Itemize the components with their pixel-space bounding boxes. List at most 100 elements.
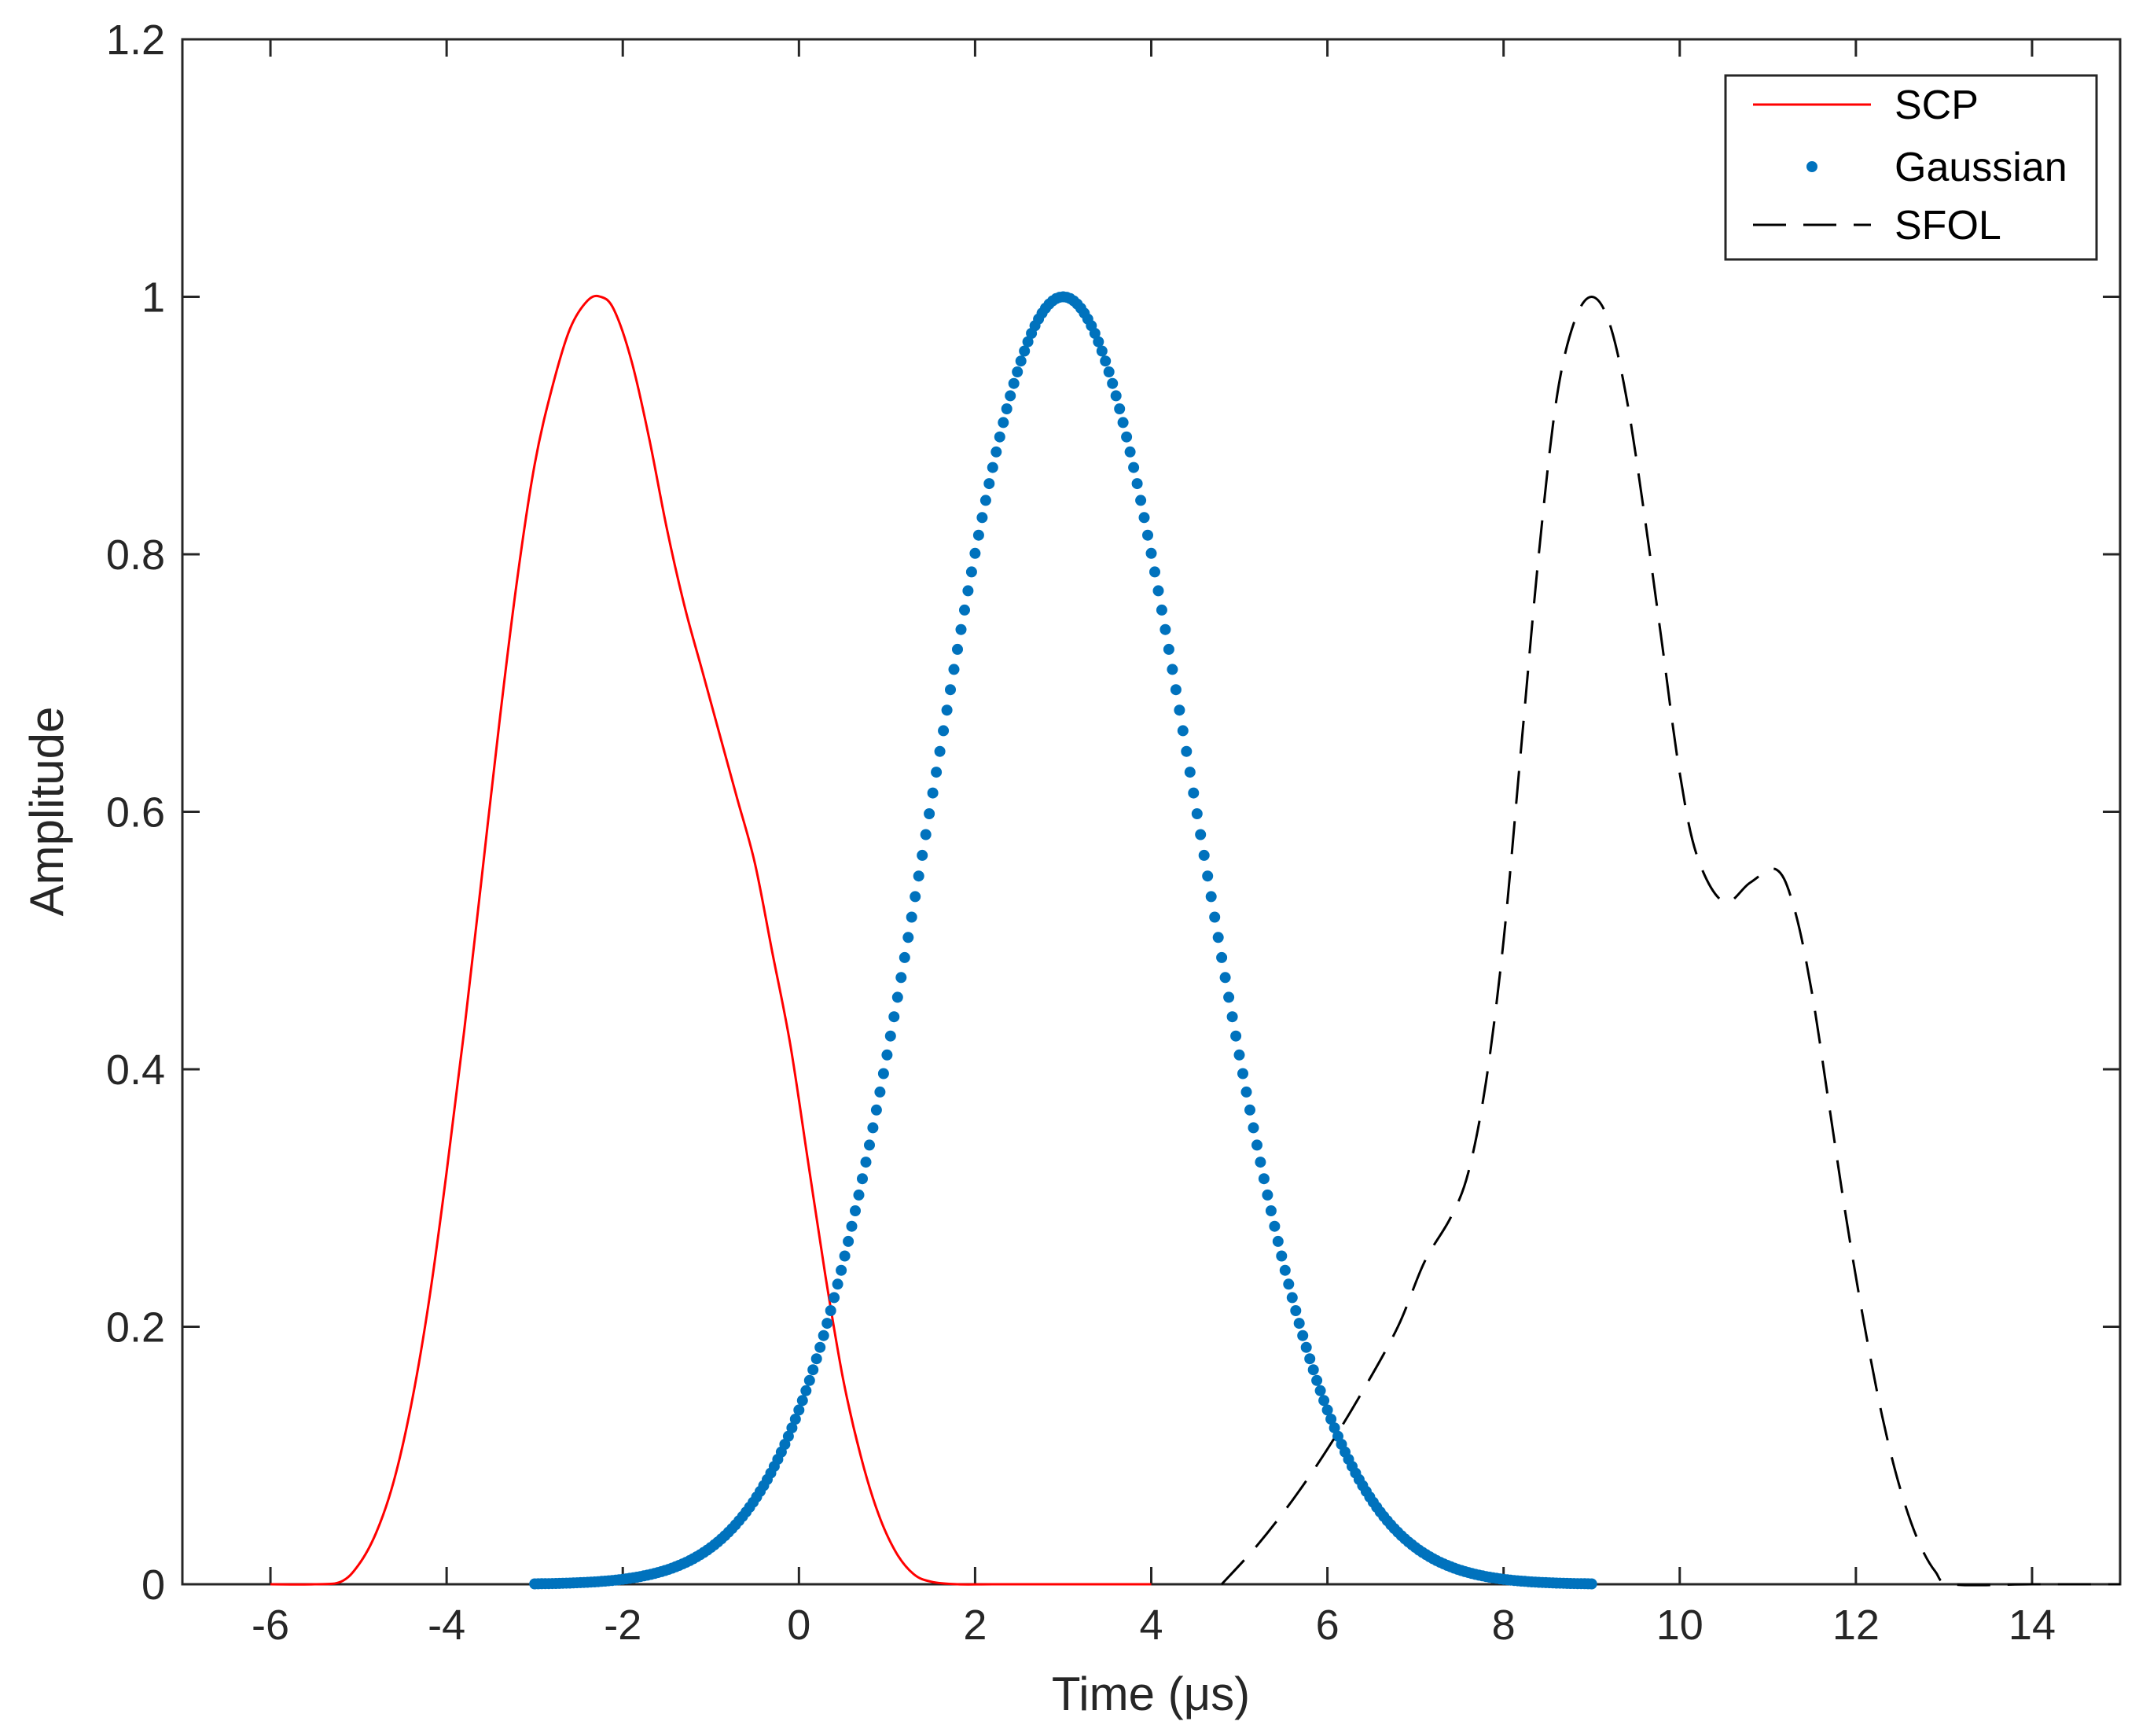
x-tick-label: 14 [2009, 1602, 2056, 1649]
gaussian-point [1272, 1235, 1284, 1247]
gaussian-point [1124, 446, 1136, 458]
gaussian-point [1093, 336, 1104, 348]
gaussian-point [867, 1122, 879, 1134]
gaussian-point [874, 1086, 886, 1098]
gaussian-point [959, 604, 970, 616]
gaussian-point [1015, 355, 1027, 367]
gaussian-point [1311, 1374, 1323, 1386]
gaussian-point [1586, 1578, 1597, 1590]
legend: SCP Gaussian SFOL [1724, 74, 2098, 261]
gaussian-point [1117, 417, 1129, 428]
gaussian-point [877, 1068, 889, 1079]
gaussian-point [836, 1264, 847, 1276]
gaussian-point [941, 704, 953, 716]
gaussian-point [972, 529, 984, 541]
gaussian-point [962, 585, 974, 597]
gaussian-point [1237, 1068, 1248, 1079]
gaussian-point [1290, 1305, 1302, 1316]
gaussian-point [1318, 1395, 1330, 1407]
gaussian-point [927, 787, 939, 799]
gaussian-point [1209, 911, 1221, 923]
gaussian-point [782, 1430, 794, 1442]
gaussian-point [1321, 1404, 1333, 1416]
gaussian-point [1269, 1220, 1281, 1232]
gaussian-point [1114, 403, 1126, 414]
x-axis-label: Time (μs) [1052, 1668, 1250, 1720]
gaussian-point [1107, 377, 1119, 389]
gaussian-point [850, 1205, 861, 1216]
y-tick-label: 0.2 [106, 1304, 165, 1352]
gaussian-point [1149, 566, 1160, 578]
gaussian-point [895, 972, 907, 984]
gaussian-point [1170, 684, 1182, 696]
gaussian-point [1244, 1104, 1255, 1116]
gaussian-point [1248, 1122, 1259, 1134]
gaussian-point [1008, 377, 1020, 389]
gaussian-point [1198, 849, 1210, 861]
gaussian-point [1181, 745, 1193, 757]
gaussian-point [1230, 1030, 1242, 1042]
gaussian-point [920, 829, 932, 840]
x-tick-label: 2 [963, 1602, 987, 1649]
gaussian-point [931, 767, 943, 778]
gaussian-point [1142, 529, 1153, 541]
gaussian-point [983, 478, 995, 490]
gaussian-point [899, 951, 910, 963]
gaussian-point [1265, 1205, 1277, 1216]
gaussian-point [1184, 767, 1196, 778]
gaussian-point [952, 643, 963, 655]
gaussian-point [1100, 355, 1112, 367]
gaussian-point [821, 1318, 833, 1330]
gaussian-point [1152, 585, 1164, 597]
gaussian-point [1001, 403, 1013, 414]
gaussian-point [1255, 1157, 1266, 1168]
gaussian-point [1251, 1139, 1262, 1151]
gaussian-point [1096, 345, 1108, 357]
gaussian-point [1160, 623, 1171, 635]
gaussian-point [818, 1330, 829, 1341]
x-tick-label: -4 [428, 1602, 465, 1649]
gaussian-point [786, 1422, 798, 1434]
plot-area [181, 38, 2122, 1586]
gaussian-point [839, 1250, 851, 1262]
gaussian-point [846, 1220, 858, 1232]
scp-line [270, 294, 1152, 1586]
gaussian-point [1005, 390, 1016, 402]
gaussian-point [1022, 336, 1034, 348]
gaussian-point [800, 1385, 812, 1396]
gaussian-point [1019, 345, 1031, 357]
gaussian-point [1163, 643, 1174, 655]
gaussian-point [976, 512, 988, 524]
gaussian-point [884, 1030, 896, 1042]
gaussian-point [934, 745, 946, 757]
gaussian-point [857, 1173, 868, 1185]
gaussian-point [1279, 1264, 1291, 1276]
gaussian-point [1216, 951, 1228, 963]
gaussian-point [1202, 870, 1214, 882]
gaussian-point [853, 1189, 865, 1201]
gaussian-point [864, 1139, 875, 1151]
gaussian-point [955, 623, 967, 635]
y-tick-label: 0.6 [106, 789, 165, 837]
gaussian-point [1128, 462, 1140, 473]
axis-ticks: -6 -4 -2 0 2 4 6 8 10 12 14 0 0.2 0.4 0.6 0.8 1 1.2 [106, 17, 2120, 1649]
gaussian-point [1286, 1292, 1298, 1304]
gaussian-point [917, 849, 928, 861]
gaussian-point [1212, 932, 1224, 943]
gaussian-point [1110, 390, 1122, 402]
gaussian-point [913, 870, 924, 882]
gaussian-point [1233, 1049, 1245, 1061]
y-tick-label: 0.8 [106, 531, 165, 579]
gaussian-point [825, 1305, 836, 1316]
legend-label-gaussian: Gaussian [1895, 145, 2067, 190]
gaussian-point [1219, 972, 1231, 984]
gaussian-point [1258, 1173, 1270, 1185]
x-tick-label: 10 [1656, 1602, 1703, 1649]
gaussian-point [1297, 1330, 1309, 1341]
series-layer [270, 291, 2120, 1590]
legend-box [1724, 74, 2098, 261]
gaussian-point [793, 1404, 805, 1416]
gaussian-point [829, 1292, 840, 1304]
gaussian-point [1191, 808, 1203, 819]
